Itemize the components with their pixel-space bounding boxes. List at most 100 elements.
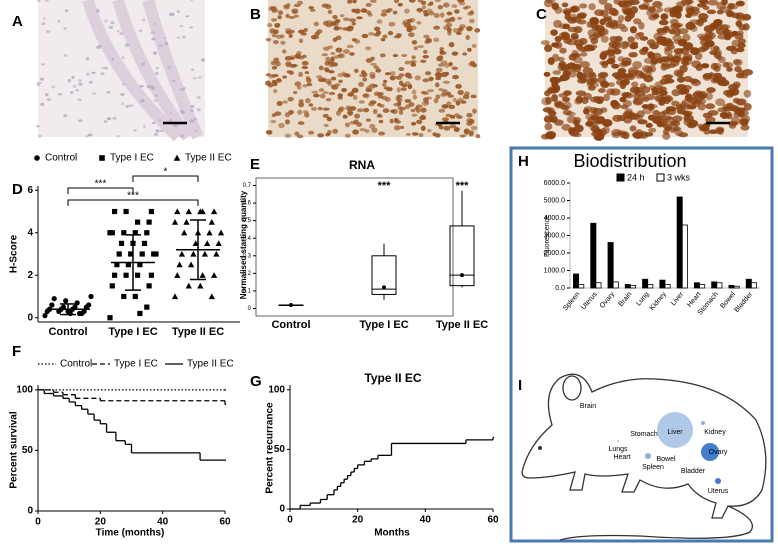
nucleus	[327, 9, 333, 15]
nucleus	[621, 57, 632, 65]
legend-label: Type II EC	[187, 359, 234, 370]
nucleus	[645, 122, 653, 128]
y-tick-label: 4	[27, 227, 33, 238]
nucleus	[196, 108, 201, 112]
nucleus	[742, 23, 750, 31]
nucleus	[671, 89, 681, 97]
nucleus	[545, 96, 552, 105]
nucleus	[609, 36, 618, 43]
chart-title: Type II EC	[364, 371, 421, 385]
nucleus	[670, 23, 681, 30]
point	[181, 229, 188, 236]
y-tick-label: 0.1	[243, 288, 252, 294]
nucleus	[399, 106, 406, 111]
nucleus	[433, 97, 439, 104]
nucleus	[378, 119, 384, 124]
nucleus	[275, 61, 281, 67]
nucleus	[121, 82, 127, 86]
nucleus	[194, 129, 198, 132]
nucleus	[292, 90, 298, 95]
nucleus	[71, 75, 75, 79]
organ-label: Heart	[613, 454, 630, 461]
bar	[607, 242, 614, 289]
nucleus	[190, 109, 194, 113]
nucleus	[412, 94, 418, 100]
nucleus	[465, 35, 470, 40]
nucleus	[590, 37, 599, 45]
nucleus	[434, 82, 440, 88]
nucleus	[376, 19, 383, 24]
nucleus	[372, 84, 378, 88]
nucleus	[663, 74, 674, 79]
nucleus	[288, 70, 294, 75]
nucleus	[544, 122, 553, 131]
nucleus	[738, 69, 745, 76]
nucleus	[411, 132, 419, 136]
nucleus	[435, 67, 443, 73]
nucleus	[630, 6, 639, 14]
nucleus	[597, 88, 606, 93]
panel-label: C	[536, 6, 547, 23]
nucleus	[179, 88, 185, 91]
nucleus	[400, 87, 407, 92]
nucleus	[695, 63, 704, 72]
nucleus	[634, 70, 645, 79]
bar	[573, 273, 580, 289]
nucleus	[730, 116, 741, 125]
nucleus	[158, 44, 163, 48]
nucleus	[316, 29, 323, 34]
nucleus	[270, 60, 277, 66]
y-tick-label: 1000.0	[544, 267, 566, 274]
nucleus	[702, 112, 713, 119]
y-tick-label: 2	[27, 270, 33, 281]
nucleus	[435, 94, 441, 100]
nucleus	[370, 0, 377, 3]
point	[183, 219, 190, 225]
nucleus	[735, 14, 747, 22]
nucleus	[427, 11, 435, 16]
nucleus	[101, 66, 105, 69]
nucleus	[678, 132, 688, 138]
nucleus	[392, 54, 399, 58]
point	[123, 208, 129, 215]
nucleus	[63, 54, 68, 57]
nucleus	[628, 51, 638, 58]
nucleus	[282, 75, 287, 79]
nucleus	[362, 93, 369, 97]
point	[171, 293, 179, 300]
x-tick-label: 60	[487, 515, 499, 526]
nucleus	[427, 89, 435, 93]
nucleus	[567, 62, 577, 70]
nucleus	[594, 26, 606, 33]
nucleus	[677, 75, 685, 83]
nucleus	[325, 56, 331, 62]
nucleus	[627, 36, 635, 43]
nucleus	[321, 53, 328, 57]
nucleus	[190, 105, 195, 108]
nucleus	[561, 96, 571, 102]
nucleus	[595, 99, 604, 105]
nucleus	[120, 102, 125, 106]
nucleus	[322, 114, 329, 118]
organ-label: Liver	[667, 429, 683, 436]
nucleus	[550, 29, 558, 36]
nucleus	[280, 40, 286, 45]
nucleus	[440, 71, 448, 78]
nucleus	[272, 40, 279, 45]
nucleus	[308, 130, 315, 135]
nucleus	[439, 47, 444, 51]
point	[118, 240, 125, 246]
nucleus	[732, 81, 741, 88]
nucleus	[549, 116, 557, 123]
nucleus	[438, 108, 446, 113]
nucleus	[706, 9, 717, 15]
nucleus	[641, 104, 650, 109]
nucleus	[586, 121, 595, 126]
nucleus	[701, 43, 710, 51]
nucleus	[330, 76, 337, 81]
nucleus	[39, 77, 45, 81]
nucleus	[586, 44, 598, 50]
nucleus	[78, 82, 83, 86]
nucleus	[458, 26, 464, 31]
point	[76, 310, 83, 317]
